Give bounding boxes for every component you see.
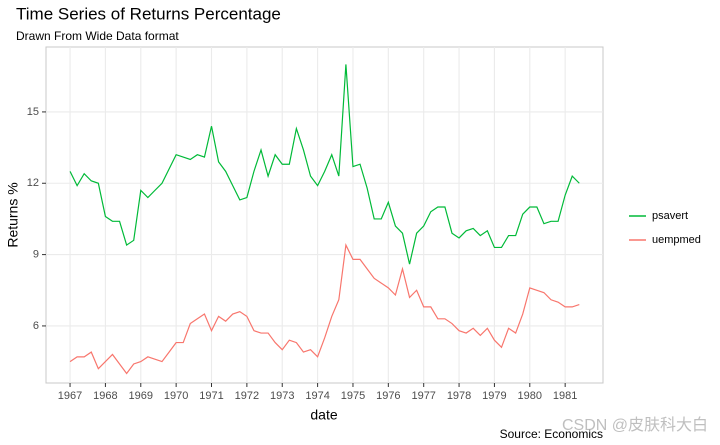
chart-title: Time Series of Returns Percentage	[16, 4, 281, 23]
series-line	[69, 243, 580, 375]
x-tick-label: 1971	[199, 390, 223, 402]
y-axis-label: Returns %	[5, 182, 21, 247]
x-tick-label: 1967	[58, 390, 82, 402]
y-tick-label: 9	[33, 248, 39, 260]
watermark: CSDN @皮肤科大白	[562, 416, 708, 434]
x-tick-label: 1973	[270, 390, 294, 402]
x-tick-label: 1969	[129, 390, 153, 402]
x-axis-label: date	[310, 407, 337, 423]
x-tick-label: 1979	[482, 390, 506, 402]
chart-subtitle: Drawn From Wide Data format	[16, 29, 179, 43]
x-tick-label: 1980	[518, 390, 542, 402]
x-tick-label: 1974	[305, 390, 329, 402]
x-tick-label: 1968	[93, 390, 117, 402]
x-tick-label: 1977	[411, 390, 435, 402]
series-line	[69, 64, 580, 265]
x-tick-label: 1981	[553, 390, 577, 402]
x-tick-label: 1975	[341, 390, 365, 402]
plot-panel	[45, 46, 604, 384]
caption: Source: Economics	[500, 427, 603, 441]
x-tick-label: 1972	[235, 390, 259, 402]
legend-label: psavert	[652, 210, 688, 222]
legend-label: uempmed	[652, 234, 701, 246]
y-tick-label: 15	[27, 106, 39, 118]
y-tick-label: 6	[33, 320, 39, 332]
y-tick-label: 12	[27, 177, 39, 189]
x-tick-label: 1970	[164, 390, 188, 402]
x-tick-label: 1976	[376, 390, 400, 402]
x-tick-label: 1978	[447, 390, 471, 402]
